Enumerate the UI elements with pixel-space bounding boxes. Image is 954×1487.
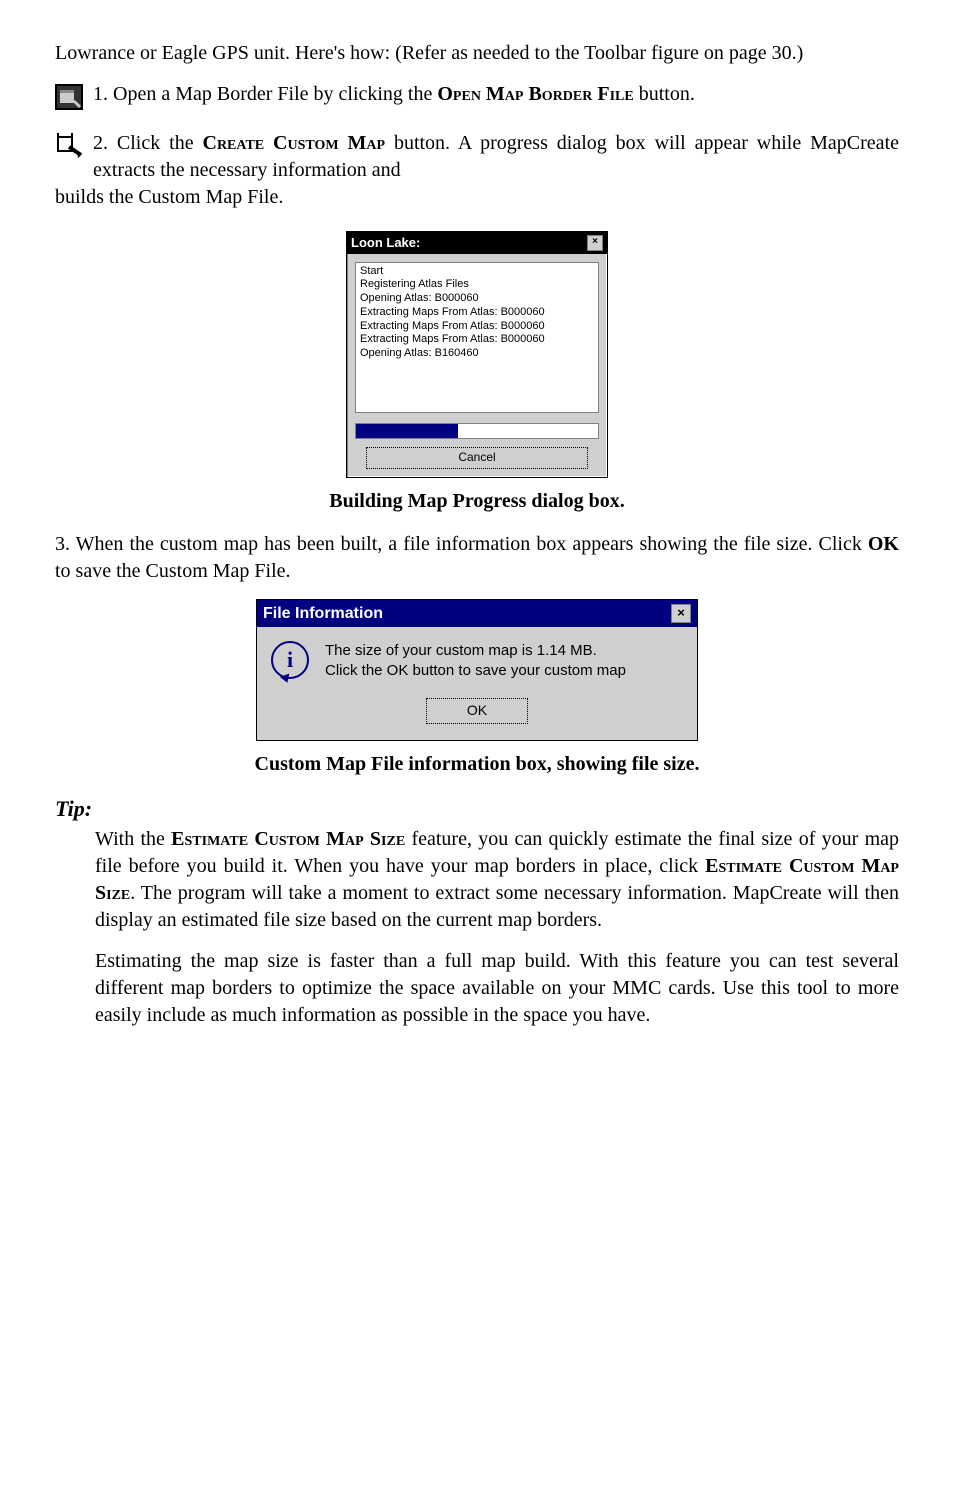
info-icon: i	[271, 641, 311, 679]
dialog-button-row: OK	[257, 696, 697, 740]
open-map-border-file-label: Open Map Border File	[437, 83, 633, 105]
progress-dialog-figure: Loon Lake: × Start Registering Atlas Fil…	[55, 231, 899, 478]
list-item: Extracting Maps From Atlas: B000060	[360, 333, 594, 347]
tip-p1a: With the	[95, 828, 171, 850]
list-item: Registering Atlas Files	[360, 278, 594, 292]
step3-suffix: to save the Custom Map File.	[55, 560, 291, 582]
create-custom-map-label: Create Custom Map	[203, 132, 386, 154]
dialog-message: The size of your custom map is 1.14 MB. …	[325, 641, 683, 680]
progress-log-list: Start Registering Atlas Files Opening At…	[355, 262, 599, 413]
dialog-body: Start Registering Atlas Files Opening At…	[347, 254, 607, 477]
close-icon[interactable]: ×	[671, 604, 691, 623]
step3-paragraph: 3. When the custom map has been built, a…	[55, 531, 899, 585]
progress-bar-fill	[356, 424, 458, 438]
create-custom-map-icon	[55, 133, 85, 167]
dialog-message-line: Click the OK button to save your custom …	[325, 661, 683, 681]
list-item: Start	[360, 265, 594, 279]
tip-p1c: . The program will take a moment to extr…	[95, 882, 899, 931]
file-info-dialog-caption: Custom Map File information box, showing…	[55, 751, 899, 778]
step2-text: 2. Click the Create Custom Map button. A…	[93, 130, 899, 184]
step1-suffix: button.	[634, 83, 695, 105]
intro-paragraph: Lowrance or Eagle GPS unit. Here's how: …	[55, 40, 899, 67]
progress-dialog-caption: Building Map Progress dialog box.	[55, 488, 899, 515]
step1-prefix: 1. Open a Map Border File by clicking th…	[93, 83, 437, 105]
dialog-titlebar: Loon Lake: ×	[347, 232, 607, 254]
tip-block: With the Estimate Custom Map Size featur…	[95, 826, 899, 1029]
tip-heading: Tip:	[55, 794, 899, 824]
loon-lake-dialog: Loon Lake: × Start Registering Atlas Fil…	[346, 231, 608, 478]
cancel-button[interactable]: Cancel	[366, 447, 588, 469]
file-information-dialog: File Information × i The size of your cu…	[256, 599, 698, 742]
dialog-title: File Information	[263, 603, 383, 625]
progress-bar	[355, 423, 599, 439]
tip-paragraph: With the Estimate Custom Map Size featur…	[95, 826, 899, 934]
list-item: Opening Atlas: B160460	[360, 347, 594, 361]
dialog-title: Loon Lake:	[351, 234, 420, 252]
step1-row: 1. Open a Map Border File by clicking th…	[55, 81, 899, 118]
list-item: Extracting Maps From Atlas: B000060	[360, 320, 594, 334]
close-icon[interactable]: ×	[587, 235, 603, 251]
tip-paragraph: Estimating the map size is faster than a…	[95, 948, 899, 1029]
list-item: Extracting Maps From Atlas: B000060	[360, 306, 594, 320]
estimate-custom-map-size-label: Estimate Custom Map Size	[171, 828, 405, 850]
list-item: Opening Atlas: B000060	[360, 292, 594, 306]
step2-row: 2. Click the Create Custom Map button. A…	[55, 130, 899, 184]
step1-text: 1. Open a Map Border File by clicking th…	[93, 81, 899, 108]
ok-label-inline: OK	[868, 533, 899, 555]
dialog-message-line: The size of your custom map is 1.14 MB.	[325, 641, 683, 661]
dialog-titlebar: File Information ×	[257, 600, 697, 628]
dialog-body: i The size of your custom map is 1.14 MB…	[257, 627, 697, 696]
ok-button[interactable]: OK	[426, 698, 528, 724]
file-info-dialog-figure: File Information × i The size of your cu…	[55, 599, 899, 742]
open-map-border-file-icon	[55, 84, 85, 118]
step3-prefix: 3. When the custom map has been built, a…	[55, 533, 868, 555]
step2-prefix: 2. Click the	[93, 132, 203, 154]
step2-continued: builds the Custom Map File.	[55, 184, 899, 211]
